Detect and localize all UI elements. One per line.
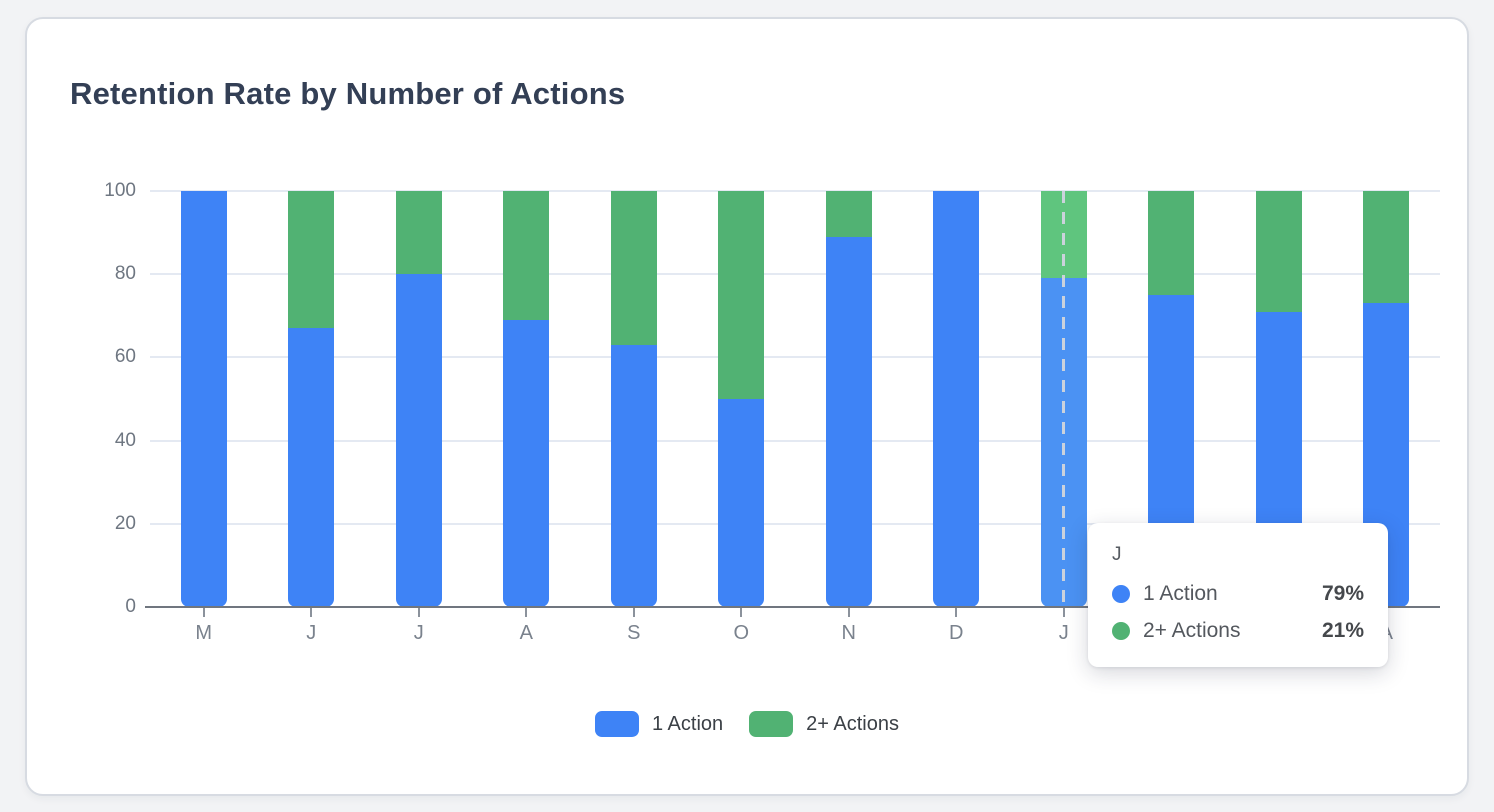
x-tick-label: J	[306, 622, 317, 644]
bar-segment-1-action[interactable]	[933, 191, 980, 607]
plot-area	[150, 190, 1440, 607]
x-tick-label: S	[627, 622, 641, 644]
tooltip-row-label: 2+ Actions	[1143, 619, 1241, 642]
legend-item-2-actions[interactable]: 2+ Actions	[749, 711, 899, 737]
bar-segment-1-action[interactable]	[180, 191, 227, 607]
chart-title: Retention Rate by Number of Actions	[70, 76, 626, 111]
x-tick-mark	[847, 608, 850, 617]
series-dot-2-plus-actions-icon	[1112, 622, 1130, 640]
tooltip-row-value: 21%	[1321, 619, 1364, 642]
series-dot-1-action-icon	[1112, 585, 1130, 603]
hover-crosshair-line	[1062, 191, 1066, 607]
tooltip-row-value: 79%	[1321, 582, 1364, 605]
bar-segment-2-actions[interactable]	[288, 191, 335, 329]
x-tick-label: J	[413, 622, 424, 644]
x-tick-label: M	[195, 622, 213, 644]
legend-label: 1 Action	[651, 712, 724, 735]
y-axis-labels: 0 20 40 60 80 100	[56, 180, 136, 617]
x-axis-line	[145, 606, 1440, 608]
bar-segment-1-action[interactable]	[825, 236, 872, 607]
tooltip-row: 2+ Actions 21%	[1112, 619, 1364, 643]
x-tick-mark	[632, 608, 635, 617]
legend-label: 2+ Actions	[806, 712, 899, 735]
x-tick-mark	[1062, 608, 1065, 617]
gridline	[150, 439, 1440, 442]
legend-item-1-action[interactable]: 1 Action	[594, 711, 724, 737]
tooltip-row-label: 1 Action	[1143, 582, 1218, 605]
y-tick-label: 0	[125, 596, 136, 617]
bar-segment-1-action[interactable]	[503, 319, 550, 607]
tooltip-row: 1 Action 79%	[1112, 582, 1364, 606]
y-tick-label: 80	[114, 263, 136, 285]
y-tick-label: 100	[104, 180, 136, 201]
x-tick-label: A	[519, 622, 533, 644]
x-tick-label: J	[1058, 622, 1069, 644]
bar-segment-2-actions[interactable]	[503, 191, 550, 320]
bar-segment-1-action[interactable]	[718, 399, 765, 607]
bar-segment-2-actions[interactable]	[395, 191, 442, 275]
tooltip-title: J	[1112, 544, 1122, 565]
y-tick-label: 40	[114, 429, 136, 451]
x-tick-mark	[955, 608, 958, 617]
chart-tooltip: J 1 Action 79% 2+ Actions 21%	[1088, 523, 1388, 667]
bar-segment-1-action[interactable]	[288, 328, 335, 607]
y-tick-label: 20	[114, 512, 136, 534]
gridline	[150, 522, 1440, 525]
gridline	[150, 356, 1440, 359]
bar-segment-1-action[interactable]	[610, 344, 657, 607]
x-tick-mark	[740, 608, 743, 617]
gridline	[150, 273, 1440, 276]
bar-segment-2-actions[interactable]	[1148, 191, 1195, 295]
x-tick-label: O	[733, 622, 750, 644]
x-tick-mark	[310, 608, 313, 617]
chart-legend: 1 Action 2+ Actions	[0, 711, 1494, 737]
y-tick-label: 60	[114, 346, 136, 368]
bar-segment-2-actions[interactable]	[1255, 191, 1302, 312]
bar-segment-2-actions[interactable]	[825, 191, 872, 237]
bar-segment-2-actions[interactable]	[610, 191, 657, 345]
x-tick-mark	[417, 608, 420, 617]
x-tick-label: D	[949, 622, 964, 644]
legend-swatch-1-action-icon	[594, 711, 639, 737]
bar-segment-1-action[interactable]	[395, 274, 442, 607]
x-tick-label: N	[841, 622, 856, 644]
gridline	[150, 190, 1440, 192]
x-tick-mark	[525, 608, 528, 617]
bar-segment-2-actions[interactable]	[1363, 191, 1410, 304]
legend-swatch-2-actions-icon	[749, 711, 794, 737]
bar-segment-2-actions[interactable]	[718, 191, 765, 399]
x-tick-mark	[202, 608, 205, 617]
